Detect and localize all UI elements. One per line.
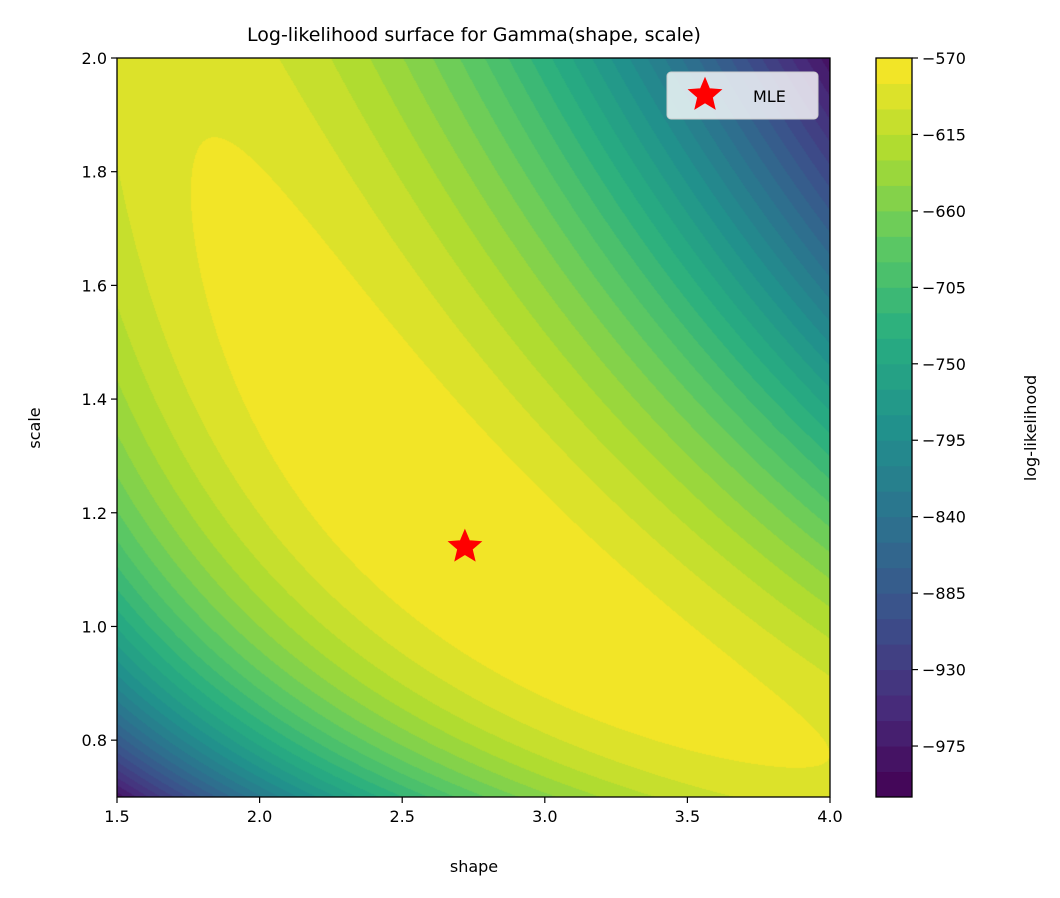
y-tick-label: 1.2 xyxy=(82,504,107,523)
colorbar-band xyxy=(876,261,912,288)
colorbar-tick-label: −795 xyxy=(922,431,966,450)
y-axis: 0.8 1.0 1.2 1.4 1.6 1.8 2.0 xyxy=(82,49,117,750)
colorbar-band xyxy=(876,83,912,110)
colorbar-band xyxy=(876,134,912,161)
x-axis-label: shape xyxy=(450,857,498,876)
legend: MLE xyxy=(666,71,819,120)
colorbar-band xyxy=(876,567,912,594)
colorbar-tick-label: −975 xyxy=(922,737,966,756)
colorbar-tick-label: −570 xyxy=(922,49,966,68)
colorbar-tick-label: −840 xyxy=(922,508,966,527)
colorbar-band xyxy=(876,618,912,645)
x-axis: 1.5 2.0 2.5 3.0 3.5 4.0 xyxy=(104,797,843,826)
colorbar-ticks: −570 −615 −660 −705 −750 −795 −840 −885 −930 −975 xyxy=(912,49,966,756)
y-tick-label: 1.6 xyxy=(82,276,107,295)
mle-star-marker xyxy=(447,528,483,562)
y-axis-label: scale xyxy=(25,407,44,448)
colorbar-tick-label: −615 xyxy=(922,125,966,144)
plot-frame xyxy=(116,57,831,798)
colorbar-band xyxy=(876,58,912,84)
colorbar-band xyxy=(876,312,912,339)
colorbar-band xyxy=(876,414,912,441)
colorbar-label: log-likelihood xyxy=(1021,375,1040,481)
x-tick-label: 1.5 xyxy=(104,807,129,826)
colorbar-band xyxy=(876,210,912,237)
colorbar-band xyxy=(876,644,912,671)
y-tick-label: 0.8 xyxy=(82,731,107,750)
colorbar-band xyxy=(876,542,912,569)
x-tick-label: 2.5 xyxy=(389,807,414,826)
y-tick-label: 1.0 xyxy=(82,617,107,636)
colorbar-tick-label: −660 xyxy=(922,202,966,221)
colorbar-band xyxy=(876,720,912,747)
contour-surface xyxy=(117,58,830,797)
colorbar-band xyxy=(876,491,912,518)
y-tick-label: 1.4 xyxy=(82,390,107,409)
colorbar-band xyxy=(876,108,912,135)
chart-title: Log-likelihood surface for Gamma(shape, … xyxy=(247,24,701,46)
colorbar-tick-label: −885 xyxy=(922,584,966,603)
colorbar-tick-label: −750 xyxy=(922,355,966,374)
colorbar-band xyxy=(876,159,912,186)
colorbar-band xyxy=(876,593,912,620)
legend-star-icon xyxy=(687,76,723,110)
mle-star xyxy=(447,528,483,562)
colorbar-band xyxy=(876,338,912,365)
x-tick-label: 3.0 xyxy=(532,807,557,826)
colorbar xyxy=(876,58,912,798)
colorbar-band xyxy=(876,440,912,467)
legend-star xyxy=(687,76,723,110)
colorbar-band xyxy=(876,287,912,314)
colorbar-band xyxy=(876,185,912,212)
y-tick-label: 2.0 xyxy=(82,49,107,68)
colorbar-band xyxy=(876,363,912,390)
colorbar-band xyxy=(876,389,912,416)
colorbar-band xyxy=(876,236,912,263)
legend-box xyxy=(666,71,819,120)
legend-label-mle: MLE xyxy=(753,87,786,106)
colorbar-band xyxy=(876,465,912,492)
x-tick-label: 4.0 xyxy=(817,807,842,826)
x-tick-label: 2.0 xyxy=(247,807,272,826)
colorbar-tick-label: −930 xyxy=(922,661,966,680)
colorbar-band xyxy=(876,771,912,798)
colorbar-frame xyxy=(875,57,913,798)
colorbar-tick-label: −705 xyxy=(922,278,966,297)
colorbar-band xyxy=(876,516,912,543)
y-tick-label: 1.8 xyxy=(82,163,107,182)
colorbar-band xyxy=(876,746,912,773)
colorbar-band xyxy=(876,669,912,696)
x-tick-label: 3.5 xyxy=(675,807,700,826)
colorbar-band xyxy=(876,695,912,722)
